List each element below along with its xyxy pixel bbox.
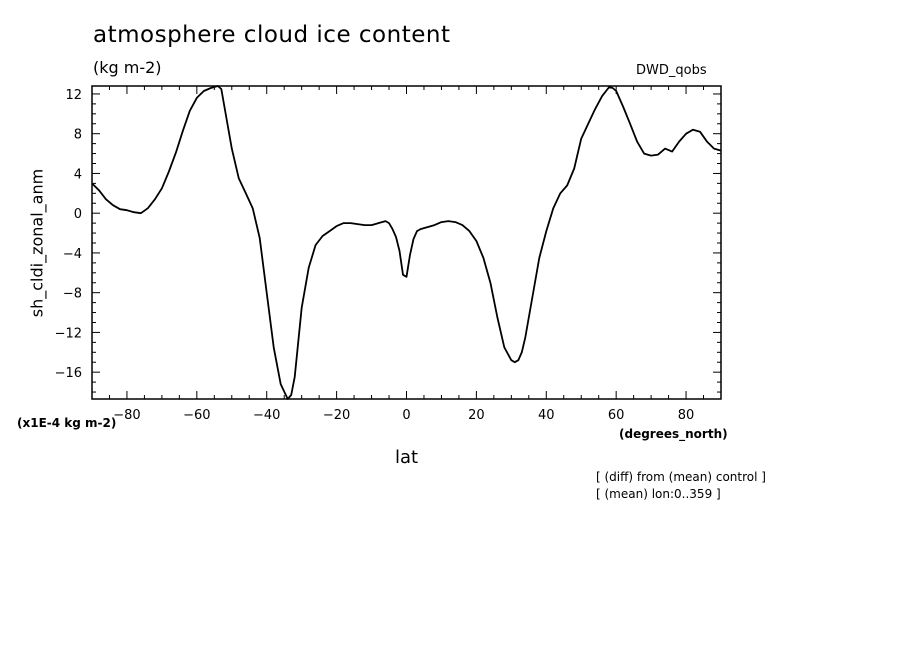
x-tick-label: 80 (678, 408, 695, 423)
x-axis-units: (degrees_north) (619, 427, 728, 441)
x-tick-label: 40 (538, 408, 555, 423)
note-line-1: [ (diff) from (mean) control ] (596, 470, 766, 484)
y-tick-label: −4 (63, 247, 82, 262)
y-tick-label: 12 (65, 88, 82, 103)
chart-units: (kg m-2) (93, 58, 162, 77)
x-tick-label: 20 (468, 408, 485, 423)
axis-ticks (91, 86, 722, 399)
x-tick-label: −60 (183, 408, 210, 423)
y-tick-label: −8 (63, 287, 82, 302)
y-tick-label: 8 (74, 128, 82, 143)
x-tick-label: 60 (608, 408, 625, 423)
x-tick-label: −20 (323, 408, 350, 423)
source-label: DWD_qobs (636, 63, 707, 78)
x-tick-label: −40 (253, 408, 280, 423)
series-group (91, 85, 722, 400)
x-tick-label: −80 (113, 408, 140, 423)
y-tick-label: −16 (55, 366, 82, 381)
x-tick-label: 0 (402, 408, 410, 423)
series-line-0 (91, 85, 722, 400)
y-scale-label: (x1E-4 kg m-2) (17, 416, 117, 430)
y-tick-label: 4 (74, 167, 82, 182)
x-axis-label: lat (395, 447, 419, 468)
chart-title: atmosphere cloud ice content (93, 22, 451, 48)
y-tick-label: −12 (55, 326, 82, 341)
plot-frame (91, 85, 722, 400)
note-line-2: [ (mean) lon:0..359 ] (596, 487, 721, 501)
y-tick-label: 0 (74, 207, 82, 222)
